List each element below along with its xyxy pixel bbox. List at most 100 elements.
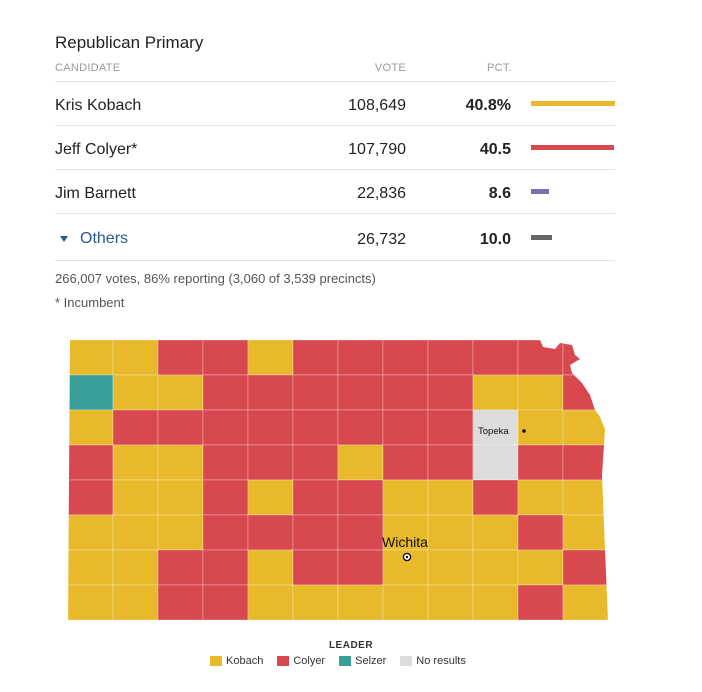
county [247, 549, 294, 586]
county [517, 549, 564, 586]
county [68, 374, 114, 411]
county [112, 584, 159, 620]
county [427, 514, 474, 551]
county [427, 409, 474, 446]
county [112, 514, 159, 551]
city-markers: Topeka Wichita [382, 426, 526, 562]
county [562, 444, 608, 481]
header-pct: PCT. [486, 62, 512, 74]
county [68, 549, 114, 586]
county [68, 340, 114, 376]
county [68, 479, 114, 516]
county [202, 409, 249, 446]
county [562, 514, 608, 551]
county [517, 584, 564, 620]
county [517, 479, 564, 516]
county [247, 374, 294, 411]
city-label-topeka: Topeka [478, 426, 509, 437]
legend-label: No results [416, 655, 466, 667]
county [382, 340, 429, 376]
candidate-pct: 40.8% [465, 97, 511, 114]
county [247, 479, 294, 516]
county [247, 444, 294, 481]
county [427, 584, 474, 620]
county [517, 514, 564, 551]
county [472, 444, 519, 481]
legend: Kobach Colyer Selzer No results [210, 655, 466, 667]
county [112, 340, 159, 376]
incumbent-note: * Incumbent [55, 295, 125, 310]
county [292, 374, 339, 411]
county [292, 340, 339, 376]
county [337, 444, 384, 481]
county [472, 374, 519, 411]
county [112, 444, 159, 481]
others-pct: 10.0 [479, 231, 511, 248]
county [562, 584, 608, 620]
others-expand-toggle[interactable]: Others [55, 230, 128, 248]
county [292, 549, 339, 586]
others-label: Others [80, 230, 129, 247]
candidate-name: Jeff Colyer* [55, 141, 138, 158]
county [157, 584, 204, 620]
county [427, 549, 474, 586]
caret-down-icon [60, 236, 68, 242]
vote-share-bar [531, 145, 615, 150]
county [427, 479, 474, 516]
reporting-summary: 266,007 votes, 86% reporting (3,060 of 3… [55, 271, 376, 286]
county [157, 514, 204, 551]
county [472, 409, 519, 446]
legend-swatch [400, 656, 413, 666]
vote-share-bar [531, 101, 615, 106]
county [68, 584, 114, 620]
county [337, 549, 384, 586]
county [202, 340, 249, 376]
legend-label: Kobach [226, 655, 264, 667]
county [562, 340, 608, 376]
county [112, 374, 159, 411]
county [472, 340, 519, 376]
county [427, 374, 474, 411]
county [472, 479, 519, 516]
county [112, 549, 159, 586]
candidate-name: Jim Barnett [55, 185, 136, 202]
county-map: Topeka Wichita [68, 340, 608, 620]
county [472, 584, 519, 620]
divider [55, 213, 615, 214]
county [517, 374, 564, 411]
county [292, 479, 339, 516]
county [112, 409, 159, 446]
county [337, 514, 384, 551]
wichita-marker-dot-icon [405, 555, 409, 559]
topeka-marker-icon [522, 429, 526, 433]
county [337, 479, 384, 516]
county [202, 479, 249, 516]
vote-share-bar [531, 189, 549, 194]
county [562, 374, 608, 411]
county [472, 549, 519, 586]
county [427, 340, 474, 376]
county [337, 584, 384, 620]
county [247, 409, 294, 446]
county [337, 409, 384, 446]
county [292, 444, 339, 481]
county [382, 444, 429, 481]
county [202, 584, 249, 620]
divider [55, 169, 615, 170]
county [157, 340, 204, 376]
county [202, 514, 249, 551]
county [517, 444, 564, 481]
candidate-pct: 40.5 [479, 141, 511, 158]
candidate-name: Kris Kobach [55, 97, 142, 114]
county [337, 340, 384, 376]
candidate-votes: 107,790 [348, 141, 406, 158]
candidate-pct: 8.6 [488, 185, 511, 202]
county [68, 514, 114, 551]
county [562, 549, 608, 586]
county [157, 409, 204, 446]
county [68, 444, 114, 481]
county [247, 340, 294, 376]
legend-title: LEADER [328, 640, 374, 651]
legend-swatch [339, 656, 352, 666]
divider [55, 125, 615, 126]
